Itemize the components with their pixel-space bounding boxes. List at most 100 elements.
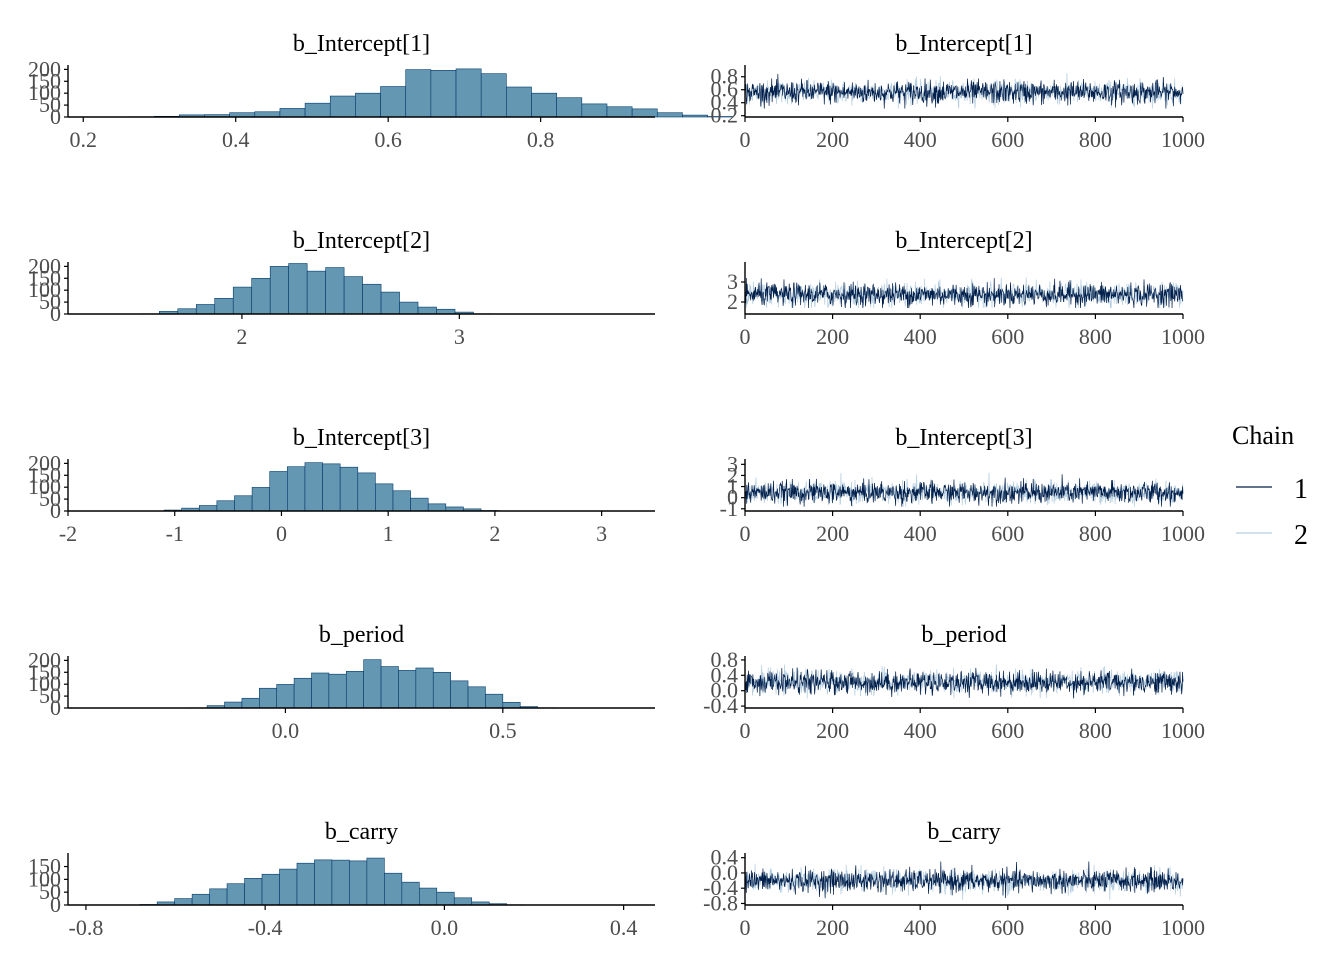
histogram-bar bbox=[349, 860, 368, 906]
histogram-bar bbox=[195, 304, 216, 315]
chain-2-trace-line bbox=[744, 73, 1184, 109]
histogram-bar bbox=[216, 500, 235, 512]
legend-label-chain-1: 1 bbox=[1294, 474, 1308, 505]
histogram-bar bbox=[232, 286, 253, 315]
y-tick-label: 100 bbox=[28, 474, 61, 499]
x-tick-label: 800 bbox=[1079, 718, 1112, 743]
x-tick-label: 0.4 bbox=[222, 127, 250, 152]
y-tick-label: 0 bbox=[50, 104, 61, 129]
histogram-bar bbox=[355, 92, 381, 118]
x-tick-label: 200 bbox=[816, 521, 849, 546]
y-tick-label: 2 bbox=[727, 289, 738, 314]
x-tick-label: 200 bbox=[816, 915, 849, 940]
panel-title: b_Intercept[1] bbox=[895, 31, 1032, 57]
y-tick-label: -1 bbox=[720, 496, 738, 521]
x-tick-label: 400 bbox=[904, 521, 937, 546]
histogram-bar bbox=[363, 659, 382, 709]
trace-panel: b_Intercept[1] 0.20.40.60.8 0 200 400 600 800 1… bbox=[711, 31, 1206, 152]
x-tick-label: 3 bbox=[596, 521, 607, 546]
x-tick-label: 200 bbox=[816, 718, 849, 743]
chain-1-trace-line bbox=[744, 667, 1184, 699]
x-tick-label: 0 bbox=[740, 718, 751, 743]
histogram-bar bbox=[293, 677, 312, 709]
histogram-bar bbox=[191, 893, 210, 906]
histogram-bar bbox=[682, 114, 708, 118]
histogram-bar bbox=[306, 270, 326, 315]
panel-title: b_Intercept[1] bbox=[293, 31, 430, 57]
histogram-bar bbox=[234, 495, 253, 512]
y-tick-label: 50 bbox=[39, 92, 61, 117]
x-tick-label: 0.8 bbox=[527, 127, 555, 152]
y-tick-label: 0.4 bbox=[711, 845, 739, 870]
panel-title: b_Intercept[2] bbox=[895, 228, 1032, 254]
histogram-bar bbox=[480, 73, 507, 118]
histogram-bar bbox=[430, 70, 457, 118]
histogram-bar bbox=[214, 297, 234, 315]
panel-title: b_period bbox=[319, 622, 404, 648]
histogram-bar bbox=[241, 697, 260, 709]
histogram-bar bbox=[226, 883, 245, 906]
panel-title: b_Intercept[3] bbox=[293, 425, 430, 451]
histogram-bar bbox=[455, 68, 482, 118]
histogram-bar bbox=[322, 463, 341, 512]
x-tick-label: 400 bbox=[904, 718, 937, 743]
histogram-bar bbox=[410, 497, 429, 512]
x-tick-label: 0 bbox=[740, 127, 751, 152]
y-tick-label: 0.0 bbox=[711, 860, 739, 885]
histogram-bar bbox=[427, 503, 447, 512]
histogram-bars bbox=[128, 68, 734, 118]
legend-title: Chain bbox=[1232, 421, 1294, 450]
y-tick-label: 150 bbox=[28, 68, 61, 93]
y-tick-label: 200 bbox=[28, 253, 61, 278]
y-tick-label: 0 bbox=[50, 301, 61, 326]
histogram-bar bbox=[419, 887, 438, 906]
y-tick-label: 0.4 bbox=[711, 662, 739, 687]
panel-title: b_period bbox=[921, 622, 1006, 648]
histogram-bar bbox=[251, 277, 271, 315]
y-tick-label: 0.8 bbox=[711, 647, 739, 672]
x-tick-label: 1000 bbox=[1161, 127, 1205, 152]
histogram-bars bbox=[163, 462, 499, 512]
x-tick-label: 1000 bbox=[1161, 521, 1205, 546]
histogram-bar bbox=[531, 92, 557, 118]
x-tick-label: 1000 bbox=[1161, 915, 1205, 940]
y-tick-label: 0.8 bbox=[711, 64, 739, 89]
y-tick-label: 150 bbox=[28, 854, 61, 879]
x-tick-label: 0.0 bbox=[431, 915, 459, 940]
x-tick-label: 0 bbox=[740, 521, 751, 546]
chain-1-trace-line bbox=[744, 73, 1184, 109]
histogram-bar bbox=[311, 672, 330, 709]
histogram-bar bbox=[177, 308, 197, 315]
x-tick-label: 800 bbox=[1079, 324, 1112, 349]
histogram-bar bbox=[287, 466, 306, 512]
histogram-bar bbox=[279, 868, 298, 906]
y-tick-label: 150 bbox=[28, 659, 61, 684]
histogram-bar bbox=[502, 701, 521, 709]
histogram-bar bbox=[224, 701, 243, 709]
chain-1-trace-line bbox=[744, 474, 1184, 507]
histogram-bar bbox=[380, 666, 399, 709]
x-tick-label: 0 bbox=[740, 324, 751, 349]
x-tick-label: 2 bbox=[236, 324, 247, 349]
histogram-bar bbox=[436, 308, 456, 315]
histogram-bar bbox=[606, 106, 633, 118]
histogram-bar bbox=[398, 670, 417, 709]
y-tick-label: 200 bbox=[28, 647, 61, 672]
histogram-bars bbox=[189, 659, 556, 709]
histogram-bar bbox=[399, 301, 419, 315]
y-tick-label: -0.4 bbox=[703, 693, 738, 718]
histogram-bar bbox=[331, 859, 350, 906]
histogram-bar bbox=[415, 667, 434, 709]
chain-1-trace-line bbox=[744, 861, 1184, 899]
histogram-bar bbox=[174, 898, 193, 906]
histogram-bar bbox=[269, 471, 288, 512]
x-tick-label: 200 bbox=[816, 324, 849, 349]
y-tick-label: 100 bbox=[28, 277, 61, 302]
y-tick-label: 50 bbox=[39, 879, 61, 904]
x-tick-label: 0 bbox=[276, 521, 287, 546]
y-tick-label: 200 bbox=[28, 56, 61, 81]
histogram-bar bbox=[362, 283, 382, 315]
